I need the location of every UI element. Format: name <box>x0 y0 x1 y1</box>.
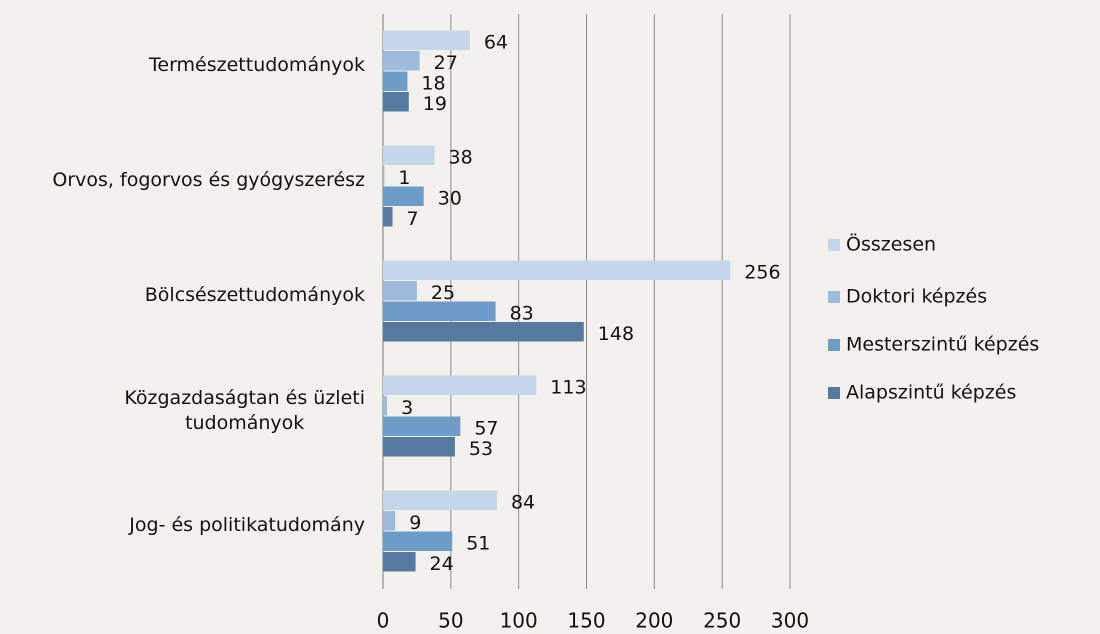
bar <box>383 186 424 206</box>
value-label: 53 <box>469 438 493 460</box>
value-label: 51 <box>466 532 490 554</box>
legend-label: Alapszintű képzés <box>846 382 1016 404</box>
value-label: 18 <box>421 72 445 94</box>
legend-swatch <box>828 387 840 399</box>
y-tick-label: Bölcsészettudományok <box>0 283 365 308</box>
bar <box>383 51 420 71</box>
bar <box>383 552 416 572</box>
x-tick-label: 0 <box>377 609 390 633</box>
value-label: 57 <box>474 417 498 439</box>
bar <box>383 207 393 227</box>
category-text: Jog- és politikatudomány <box>129 514 365 536</box>
bar <box>383 416 461 436</box>
x-tick-label: 200 <box>635 609 673 633</box>
legend-label: Mesterszintű képzés <box>846 334 1039 356</box>
value-label: 9 <box>409 512 421 534</box>
legend-swatch <box>828 339 840 351</box>
y-tick-label: Közgazdaságtan és üzleti tudományok <box>0 386 365 436</box>
bar <box>383 490 497 510</box>
y-tick-label: Jog- és politikatudomány <box>0 513 365 538</box>
value-label: 27 <box>434 52 458 74</box>
legend-label: Doktori képzés <box>846 286 987 308</box>
bar <box>383 322 584 342</box>
value-label: 25 <box>431 282 455 304</box>
bar <box>383 260 731 280</box>
x-tick-label: 150 <box>567 609 605 633</box>
x-tick-label: 100 <box>500 609 538 633</box>
x-tick-label: 300 <box>771 609 809 633</box>
legend-swatch <box>828 291 840 303</box>
bar <box>383 71 408 91</box>
bar <box>383 30 470 50</box>
bar <box>383 92 409 112</box>
value-label: 64 <box>484 31 508 53</box>
value-label: 148 <box>598 323 634 345</box>
value-label: 256 <box>744 261 780 283</box>
bar <box>383 145 435 165</box>
bar <box>383 396 388 416</box>
category-text: Természettudományok <box>149 54 365 76</box>
y-tick-label: Természettudományok <box>0 53 365 78</box>
category-text: Bölcsészettudományok <box>144 284 365 306</box>
value-label: 24 <box>430 553 454 575</box>
legend-label: Összesen <box>846 233 936 256</box>
value-label: 113 <box>550 376 586 398</box>
value-label: 83 <box>510 302 534 324</box>
value-label: 1 <box>398 167 410 189</box>
x-tick-label: 250 <box>703 609 741 633</box>
value-label: 7 <box>406 208 418 230</box>
legend-swatch <box>828 239 840 251</box>
bar <box>383 437 455 457</box>
value-label: 38 <box>449 146 473 168</box>
bar <box>383 166 385 186</box>
value-label: 30 <box>438 187 462 209</box>
category-text: Orvos, fogorvos és gyógyszerész <box>52 169 365 191</box>
value-label: 3 <box>401 397 413 419</box>
bar <box>383 375 537 395</box>
bar <box>383 301 496 321</box>
bar <box>383 281 417 301</box>
category-text: Közgazdaságtan és üzleti tudományok <box>124 386 365 434</box>
value-label: 19 <box>423 93 447 115</box>
value-label: 84 <box>511 491 535 513</box>
bar <box>383 531 453 551</box>
bar <box>383 511 396 531</box>
y-tick-label: Orvos, fogorvos és gyógyszerész <box>0 168 365 193</box>
x-tick-label: 50 <box>438 609 463 633</box>
